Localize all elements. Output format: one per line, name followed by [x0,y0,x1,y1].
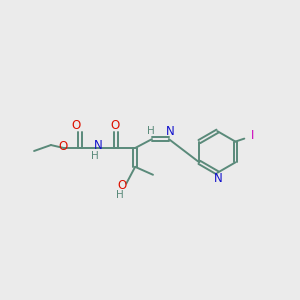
Text: H: H [116,190,124,200]
Text: H: H [147,126,155,136]
Text: I: I [250,129,254,142]
Text: O: O [111,119,120,132]
Text: O: O [58,140,68,152]
Text: N: N [165,125,174,138]
Text: N: N [94,139,103,152]
Text: H: H [91,151,98,161]
Text: N: N [214,172,223,185]
Text: O: O [71,119,80,132]
Text: O: O [118,179,127,192]
